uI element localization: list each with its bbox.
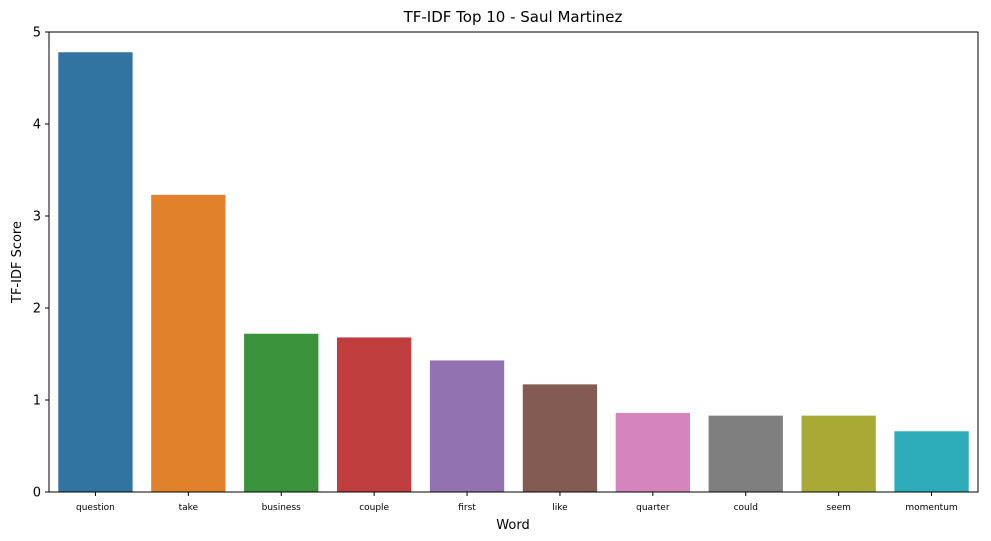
bar-business [244,333,319,492]
bars [58,52,969,493]
bar-first [429,360,505,492]
bar-take [151,194,226,492]
y-tick-label: 4 [33,118,41,133]
x-axis-label: Word [496,518,529,533]
x-tick-label-like: like [552,503,568,513]
x-tick-label-couple: couple [359,503,389,513]
bar-momentum [894,431,969,492]
x-tick-label-first: first [458,503,476,513]
bar-quarter [615,412,691,492]
plot-frame [48,31,979,493]
x-tick-label-take: take [179,503,199,513]
y-tick-label: 2 [33,302,41,317]
x-tick-label-quarter: quarter [636,503,670,513]
bar-seem [801,415,876,492]
y-tick-label: 3 [33,210,41,225]
x-axis-ticks: question take business couple first like quart… [76,492,958,513]
bar-question [58,52,133,493]
y-axis-label: TF-IDF Score [10,221,25,304]
y-axis-ticks: 0 1 2 3 4 5 [33,26,49,501]
x-tick-label-business: business [262,503,302,513]
chart-title: TF-IDF Top 10 - Saul Martinez [403,8,623,26]
x-tick-label-momentum: momentum [905,503,957,513]
x-tick-label-question: question [76,503,115,513]
bar-like [522,384,598,492]
bar-could [708,415,783,492]
y-tick-label: 0 [33,486,41,501]
x-tick-label-could: could [734,503,758,513]
y-tick-label: 1 [33,394,41,409]
bar-couple [336,337,412,492]
x-tick-label-seem: seem [826,503,851,513]
y-tick-label: 5 [33,26,41,41]
